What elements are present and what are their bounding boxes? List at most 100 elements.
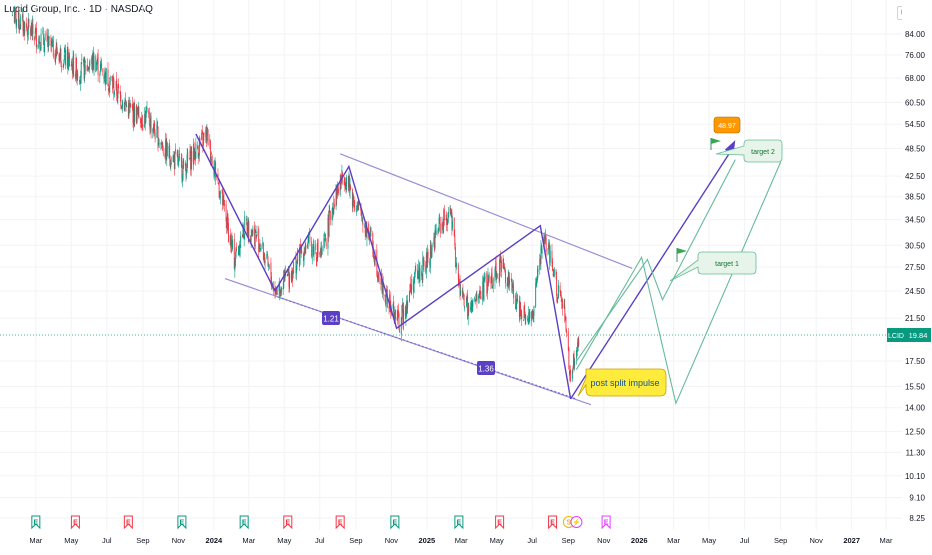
candle-body <box>262 243 264 260</box>
candle-body <box>470 308 471 310</box>
candle-body <box>81 59 83 61</box>
candle-body <box>312 244 314 255</box>
candle-body <box>336 187 338 200</box>
candle-body <box>455 266 457 267</box>
candle-body <box>243 226 245 238</box>
candle-body <box>164 153 166 158</box>
projection-path-1 <box>575 159 736 362</box>
candle-body <box>194 151 196 158</box>
candle-body <box>378 278 380 280</box>
target-1-text: target 1 <box>715 261 739 268</box>
candle-body <box>195 143 197 159</box>
candle-body <box>315 252 317 260</box>
candle-body <box>47 35 48 41</box>
candle-body <box>311 247 313 259</box>
candle-body <box>446 218 448 225</box>
event-marker: E <box>177 515 187 530</box>
candle-body <box>410 283 412 291</box>
event-symbol: S <box>567 520 572 527</box>
candle-body <box>238 247 240 255</box>
candle-body <box>42 33 44 45</box>
ticker-tag-text: LCID <box>888 333 904 340</box>
candle-body <box>447 219 449 222</box>
candle-body <box>88 66 90 71</box>
candle-body <box>120 106 122 108</box>
target-2-box <box>715 139 783 163</box>
projection-path-2 <box>575 161 782 406</box>
candle-body <box>511 283 513 288</box>
candle-body <box>360 210 362 216</box>
candle-body <box>157 121 158 129</box>
candle-body <box>486 287 488 294</box>
candle-body <box>221 189 223 191</box>
earnings-icon <box>31 515 41 530</box>
candle-body <box>443 208 445 220</box>
candle-body <box>561 300 563 301</box>
candle-body <box>162 152 164 154</box>
candle-body <box>507 271 509 285</box>
badge-text: 48.97 <box>718 123 736 130</box>
candle-body <box>487 274 489 287</box>
candle-body <box>495 265 496 271</box>
candle-body <box>44 40 46 53</box>
candle-body <box>500 260 502 272</box>
candle-body <box>118 83 119 89</box>
candle-body <box>144 113 146 125</box>
zigzag-pattern <box>195 133 572 400</box>
candle-body <box>207 128 208 130</box>
candle-body <box>255 234 257 239</box>
candle-body <box>209 140 211 160</box>
candle-body <box>267 258 269 266</box>
candle-body <box>303 253 304 262</box>
candle-body <box>276 293 278 295</box>
candle-body <box>317 239 319 255</box>
candle-body <box>459 281 460 283</box>
x-tick-label: May <box>277 536 291 545</box>
candle-body <box>234 262 236 272</box>
candle-body <box>337 188 339 194</box>
candle-body <box>194 151 196 162</box>
event-symbol: E <box>73 520 78 527</box>
candle-body <box>366 226 368 239</box>
candle-body <box>478 295 480 300</box>
candle-body <box>16 19 18 27</box>
candle-body <box>413 277 415 294</box>
candle-body <box>30 26 32 37</box>
candle-body <box>218 183 220 185</box>
x-axis[interactable]: Mar May Jul Sep Nov 2024 Mar May Jul Sep Nov 2025 Ma… <box>29 536 893 545</box>
candle-body <box>88 68 90 72</box>
candle-body <box>193 143 194 165</box>
candle-body <box>516 299 518 300</box>
chart-title: Lucid Group, Inc. · 1D · NASDAQ <box>4 4 153 15</box>
event-symbol: E <box>497 520 502 527</box>
candle-body <box>551 250 553 264</box>
candle-body <box>186 154 188 172</box>
candle-body <box>185 163 187 177</box>
candle-body <box>146 107 148 112</box>
candle-body <box>241 234 243 238</box>
candle-body <box>104 79 105 81</box>
candle-body <box>454 246 456 267</box>
candle-body <box>121 106 123 109</box>
candle-body <box>214 163 216 166</box>
candle-body <box>66 49 68 67</box>
candle-body <box>492 278 494 287</box>
candle-body <box>557 299 559 301</box>
candle-body <box>369 228 371 237</box>
candle-body <box>577 337 579 346</box>
candle-body <box>259 242 261 247</box>
candle-body <box>309 236 311 242</box>
candle-body <box>219 195 221 197</box>
candle-body <box>244 216 246 233</box>
event-symbol: E <box>242 520 247 527</box>
candle-body <box>19 26 21 29</box>
candle-body <box>67 46 69 69</box>
ratio-label-box <box>477 361 495 375</box>
candle-body <box>528 312 530 320</box>
y-axis[interactable]: 84.00 76.00 68.00 60.50 54.50 48.50 42.50 38.50… <box>887 0 932 550</box>
candle-body <box>266 253 268 259</box>
candle-body <box>319 254 321 256</box>
candle-body <box>532 317 534 319</box>
